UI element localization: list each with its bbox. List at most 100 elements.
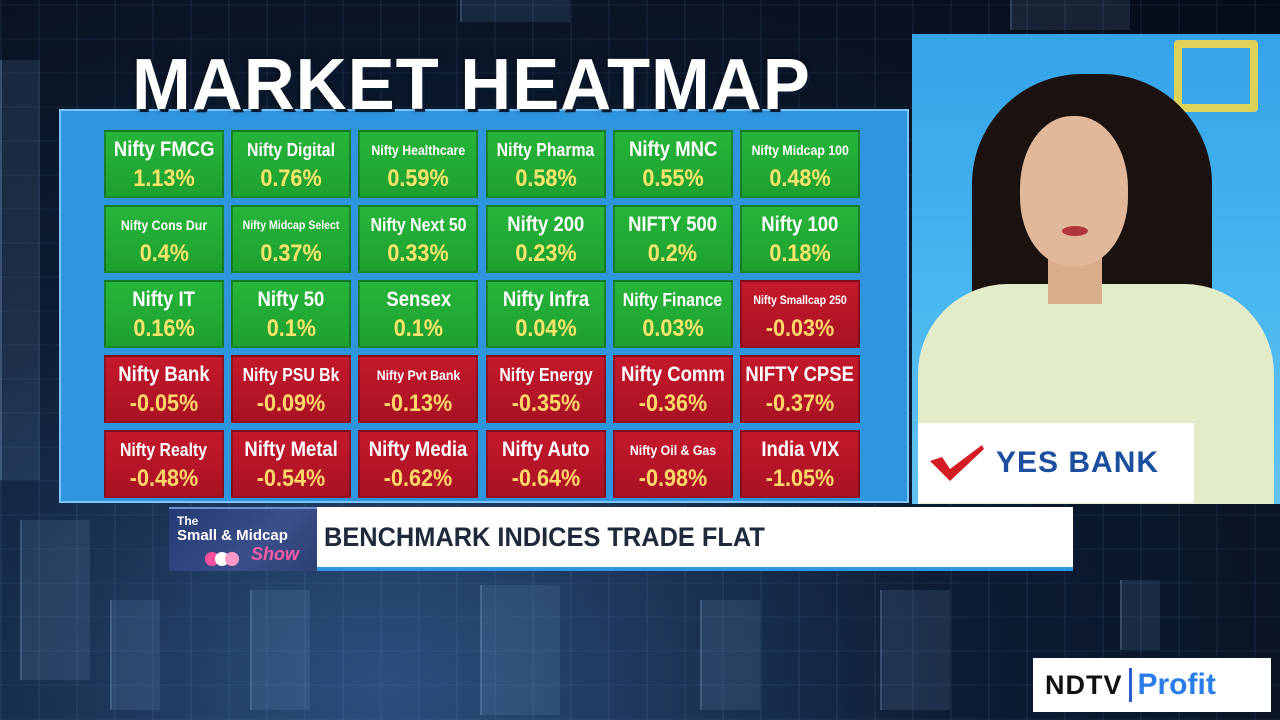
heatmap-tile-change: 0.1%: [266, 314, 316, 342]
heatmap-tile-change: -0.03%: [765, 314, 835, 342]
heatmap-tile-change: 0.37%: [260, 239, 322, 267]
sponsor-brand: YES BANK: [996, 446, 1160, 479]
heatmap-tile-name: Nifty Auto: [501, 437, 590, 461]
heatmap-tile-change: 0.76%: [260, 164, 322, 192]
sponsor-badge: YES BANK: [918, 423, 1194, 503]
heatmap-tile: Nifty Midcap 100 0.48%: [740, 130, 860, 198]
heatmap-panel: Nifty FMCG 1.13% Nifty Digital 0.76% Nifty H…: [59, 109, 909, 503]
show-logo: The Small & Midcap Show: [169, 507, 317, 571]
heatmap-tile-change: 0.23%: [514, 239, 577, 267]
heatmap-tile: Nifty Infra 0.04%: [485, 280, 606, 348]
heatmap-tile-change: 0.18%: [769, 239, 831, 267]
heatmap-tile-name: Nifty MNC: [628, 137, 717, 161]
heatmap-tile: Nifty FMCG 1.13%: [104, 130, 224, 198]
heatmap-tile: India VIX -1.05%: [740, 430, 860, 498]
headline-text: BENCHMARK INDICES TRADE FLAT: [324, 521, 765, 552]
page-title: MARKET HEATMAP: [132, 45, 811, 125]
heatmap-tile: Nifty Energy -0.35%: [485, 355, 606, 423]
channel-logo-divider: [1128, 668, 1132, 702]
presenter-lips: [1062, 226, 1088, 236]
channel-name: NDTV: [1045, 669, 1123, 700]
heatmap-tile: Nifty Media -0.62%: [358, 430, 479, 498]
heatmap-tile: Nifty Cons Dur 0.4%: [104, 205, 224, 273]
heatmap-tile-change: 0.58%: [514, 164, 577, 192]
heatmap-tile: Nifty 100 0.18%: [740, 205, 860, 273]
heatmap-tile: Nifty Finance 0.03%: [612, 280, 733, 348]
heatmap-tile-change: -0.64%: [511, 464, 580, 492]
heatmap-tile-change: -0.35%: [511, 389, 580, 417]
heatmap-tile-change: -0.48%: [129, 464, 199, 492]
heatmap-tile-name: Nifty IT: [132, 287, 196, 311]
heatmap-tile-name: Nifty Pharma: [496, 139, 595, 160]
heatmap-tile: Nifty 200 0.23%: [485, 205, 606, 273]
heatmap-tile-name: Sensex: [386, 287, 451, 311]
heatmap-tile: Nifty Metal -0.54%: [231, 430, 352, 498]
heatmap-tile-change: 0.16%: [133, 314, 195, 342]
heatmap-tile: Nifty Pvt Bank -0.13%: [358, 355, 479, 423]
heatmap-tile: Nifty MNC 0.55%: [612, 130, 733, 198]
heatmap-tile-change: -1.05%: [765, 464, 835, 492]
heatmap-tile: Nifty Bank -0.05%: [104, 355, 224, 423]
heatmap-tile-name: NIFTY CPSE: [745, 362, 855, 386]
heatmap-tile: Nifty Next 50 0.33%: [358, 205, 479, 273]
heatmap-tile-change: 0.03%: [642, 314, 704, 342]
heatmap-tile-name: Nifty Infra: [502, 287, 589, 311]
background-frame-decoration: [1174, 40, 1258, 112]
heatmap-tile-name: Nifty Oil & Gas: [629, 441, 716, 458]
heatmap-tile-name: Nifty Metal: [244, 437, 338, 461]
heatmap-tile-name: Nifty 100: [761, 212, 839, 236]
heatmap-tile-name: Nifty FMCG: [113, 137, 215, 161]
heatmap-tile-name: Nifty Healthcare: [371, 141, 466, 158]
heatmap-tile-name: Nifty Comm: [620, 362, 725, 386]
heatmap-tile-name: India VIX: [760, 437, 840, 461]
heatmap-tile-name: Nifty Pvt Bank: [376, 366, 461, 383]
heatmap-tile: Nifty Pharma 0.58%: [485, 130, 606, 198]
heatmap-tile-name: NIFTY 500: [628, 212, 718, 236]
show-logo-dots-icon: [205, 552, 239, 571]
heatmap-tile-name: Nifty Media: [369, 437, 468, 461]
heatmap-tile-name: Nifty Realty: [120, 439, 208, 460]
heatmap-tile: Nifty Smallcap 250 -0.03%: [740, 280, 860, 348]
show-logo-line3: Show: [251, 544, 299, 564]
heatmap-tile-name: Nifty Bank: [118, 362, 210, 386]
presenter-face: [1020, 116, 1128, 266]
heatmap-tile-name: Nifty Cons Dur: [120, 216, 208, 233]
heatmap-tile-change: -0.37%: [765, 389, 835, 417]
heatmap-tile-change: 0.1%: [393, 314, 443, 342]
heatmap-tile-change: 0.4%: [139, 239, 189, 267]
heatmap-tile-name: Nifty 200: [507, 212, 585, 236]
heatmap-tile-name: Nifty Next 50: [370, 214, 467, 235]
heatmap-tile: NIFTY CPSE -0.37%: [740, 355, 860, 423]
heatmap-tile-change: 0.55%: [642, 164, 704, 192]
heatmap-tile: Nifty 50 0.1%: [231, 280, 352, 348]
heatmap-tile-name: Nifty Finance: [623, 289, 723, 310]
heatmap-tile-name: Nifty Smallcap 250: [753, 292, 847, 307]
heatmap-tile-change: -0.62%: [384, 464, 453, 492]
heatmap-tile: Nifty Auto -0.64%: [485, 430, 606, 498]
heatmap-tile-name: Nifty Energy: [498, 364, 593, 385]
heatmap-tile-name: Nifty Midcap 100: [751, 141, 849, 158]
channel-logo: NDTV Profit: [1033, 658, 1271, 712]
heatmap-tile-change: -0.05%: [129, 389, 199, 417]
heatmap-tile: Nifty Oil & Gas -0.98%: [612, 430, 733, 498]
heatmap-tile-change: 0.33%: [387, 239, 450, 267]
channel-sub: Profit: [1137, 668, 1216, 701]
heatmap-tile-change: 0.2%: [648, 239, 698, 267]
heatmap-tile: Sensex 0.1%: [358, 280, 479, 348]
heatmap-tile-name: Nifty Midcap Select: [242, 217, 340, 232]
heatmap-tile-change: -0.36%: [638, 389, 708, 417]
headline-ticker: BENCHMARK INDICES TRADE FLAT: [317, 507, 1073, 571]
show-logo-line1: The: [177, 514, 199, 528]
heatmap-tile: NIFTY 500 0.2%: [612, 205, 733, 273]
check-icon: [930, 445, 984, 481]
heatmap-tile-change: 0.48%: [769, 164, 831, 192]
heatmap-tile-change: -0.54%: [256, 464, 326, 492]
heatmap-tile-change: -0.98%: [638, 464, 708, 492]
heatmap-tile: Nifty Healthcare 0.59%: [358, 130, 479, 198]
heatmap-tile-change: 0.59%: [387, 164, 450, 192]
heatmap-tile: Nifty Realty -0.48%: [104, 430, 224, 498]
heatmap-tile: Nifty Midcap Select 0.37%: [231, 205, 352, 273]
show-logo-line2: Small & Midcap: [177, 527, 288, 544]
heatmap-tile: Nifty IT 0.16%: [104, 280, 224, 348]
